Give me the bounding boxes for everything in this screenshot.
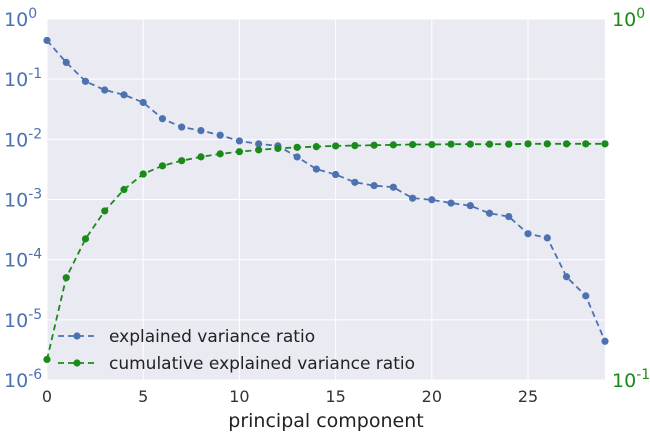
explained-variance-ratio-point bbox=[485, 209, 494, 217]
explained-variance-ratio-point bbox=[351, 178, 359, 186]
cumulative-explained-variance-ratio-point bbox=[543, 140, 551, 148]
explained-variance-ratio-point bbox=[543, 234, 551, 242]
left-tick-label: 10-3 bbox=[4, 187, 42, 212]
explained-variance-ratio-point bbox=[139, 98, 147, 107]
cumulative-explained-variance-ratio-point bbox=[293, 143, 301, 151]
cumulative-explained-variance-ratio-point bbox=[216, 150, 224, 158]
explained-variance-ratio-point bbox=[524, 230, 532, 238]
explained-variance-ratio-point bbox=[197, 126, 205, 135]
cumulative-explained-variance-ratio-point bbox=[370, 141, 378, 149]
x-tick-label: 15 bbox=[325, 387, 345, 406]
explained-variance-ratio-point bbox=[120, 91, 128, 99]
explained-variance-ratio-point bbox=[447, 199, 455, 207]
legend-explained-variance-ratio-label: explained variance ratio bbox=[109, 327, 315, 347]
explained-variance-ratio-point bbox=[178, 123, 186, 131]
explained-variance-ratio-point bbox=[158, 115, 167, 123]
cumulative-explained-variance-ratio-point bbox=[43, 355, 51, 364]
cumulative-explained-variance-ratio-point bbox=[274, 144, 282, 153]
cumulative-explained-variance-ratio-point bbox=[235, 148, 244, 156]
explained-variance-ratio-point bbox=[235, 137, 244, 145]
left-tick-label: 10-1 bbox=[4, 66, 42, 91]
cumulative-explained-variance-ratio-point bbox=[389, 141, 397, 149]
cumulative-explained-variance-ratio-point bbox=[485, 140, 494, 148]
x-axis-label: principal component bbox=[228, 410, 423, 432]
cumulative-explained-variance-ratio-point bbox=[428, 140, 436, 149]
left-tick-label: 10-4 bbox=[4, 247, 42, 272]
explained-variance-ratio-point bbox=[389, 183, 397, 191]
explained-variance-ratio-point bbox=[312, 165, 320, 173]
explained-variance-ratio-point bbox=[582, 292, 590, 300]
cumulative-explained-variance-ratio-point bbox=[255, 146, 263, 154]
right-tick-label: 10-1 bbox=[612, 367, 650, 392]
explained-variance-ratio-point bbox=[466, 202, 474, 210]
cumulative-explained-variance-ratio-point bbox=[601, 140, 609, 148]
cumulative-explained-variance-ratio-point bbox=[408, 140, 417, 149]
cumulative-explained-variance-ratio-point bbox=[139, 170, 147, 178]
cumulative-explained-variance-ratio-point bbox=[120, 185, 128, 194]
legend-explained-variance-ratio-marker bbox=[73, 332, 81, 340]
cumulative-explained-variance-ratio-point bbox=[582, 140, 590, 148]
grid-lines bbox=[46, 18, 605, 381]
left-tick-label: 100 bbox=[4, 6, 37, 31]
legend-cumulative-explained-variance-ratio-label: cumulative explained variance ratio bbox=[109, 354, 415, 374]
explained-variance-ratio-point bbox=[255, 140, 263, 148]
x-tick-label: 0 bbox=[42, 387, 52, 406]
left-tick-label: 10-5 bbox=[4, 307, 42, 332]
explained-variance-ratio-point bbox=[216, 131, 224, 139]
explained-variance-ratio-point bbox=[101, 86, 109, 94]
explained-variance-ratio-point bbox=[43, 36, 51, 45]
right-tick-label: 100 bbox=[612, 6, 645, 31]
cumulative-explained-variance-ratio-point bbox=[101, 207, 109, 215]
cumulative-explained-variance-ratio-point bbox=[81, 235, 90, 243]
legend: explained variance ratio cumulative expla… bbox=[58, 327, 415, 374]
left-tick-label: 10-6 bbox=[4, 367, 42, 392]
explained-variance-ratio-point bbox=[601, 337, 609, 345]
x-tick-label: 20 bbox=[422, 387, 442, 406]
x-tick-label: 10 bbox=[229, 387, 249, 406]
x-tick-label: 5 bbox=[138, 387, 148, 406]
explained-variance-ratio-point bbox=[408, 194, 417, 202]
explained-variance-ratio-point bbox=[293, 153, 301, 161]
cumulative-explained-variance-ratio-line bbox=[46, 142, 605, 360]
cumulative-explained-variance-ratio-point bbox=[178, 157, 186, 165]
cumulative-explained-variance-ratio-point bbox=[351, 141, 359, 150]
explained-variance-ratio-point bbox=[62, 58, 70, 66]
cumulative-explained-variance-ratio-point bbox=[466, 140, 474, 148]
cumulative-explained-variance-ratio-point bbox=[312, 143, 320, 151]
explained-variance-ratio-point bbox=[81, 77, 90, 85]
cumulative-explained-variance-ratio-point bbox=[197, 153, 205, 161]
left-axis-ticks: 10-6 10-5 10-4 10-3 10-2 10-1 100 bbox=[4, 6, 42, 392]
cumulative-explained-variance-ratio-point bbox=[158, 162, 167, 170]
x-tick-label: 25 bbox=[518, 387, 538, 406]
explained-variance-ratio-point bbox=[428, 196, 436, 204]
x-axis-ticks: 0 5 10 15 20 25 bbox=[42, 387, 538, 406]
cumulative-explained-variance-ratio-point bbox=[332, 142, 340, 150]
right-axis-ticks: 10-1 100 bbox=[612, 6, 650, 392]
cumulative-explained-variance-ratio-point bbox=[447, 140, 455, 148]
series-layer bbox=[43, 36, 609, 364]
explained-variance-ratio-point bbox=[562, 273, 571, 281]
cumulative-explained-variance-ratio-point bbox=[505, 140, 513, 148]
explained-variance-ratio-point bbox=[505, 212, 513, 221]
cumulative-explained-variance-ratio-point bbox=[524, 140, 532, 148]
cumulative-explained-variance-ratio-point bbox=[62, 274, 70, 282]
explained-variance-ratio-point bbox=[332, 170, 340, 179]
cumulative-explained-variance-ratio-point bbox=[562, 140, 571, 148]
legend-cumulative-explained-variance-ratio-marker bbox=[73, 359, 81, 367]
explained-variance-ratio-point bbox=[370, 182, 378, 190]
left-tick-label: 10-2 bbox=[4, 126, 42, 151]
